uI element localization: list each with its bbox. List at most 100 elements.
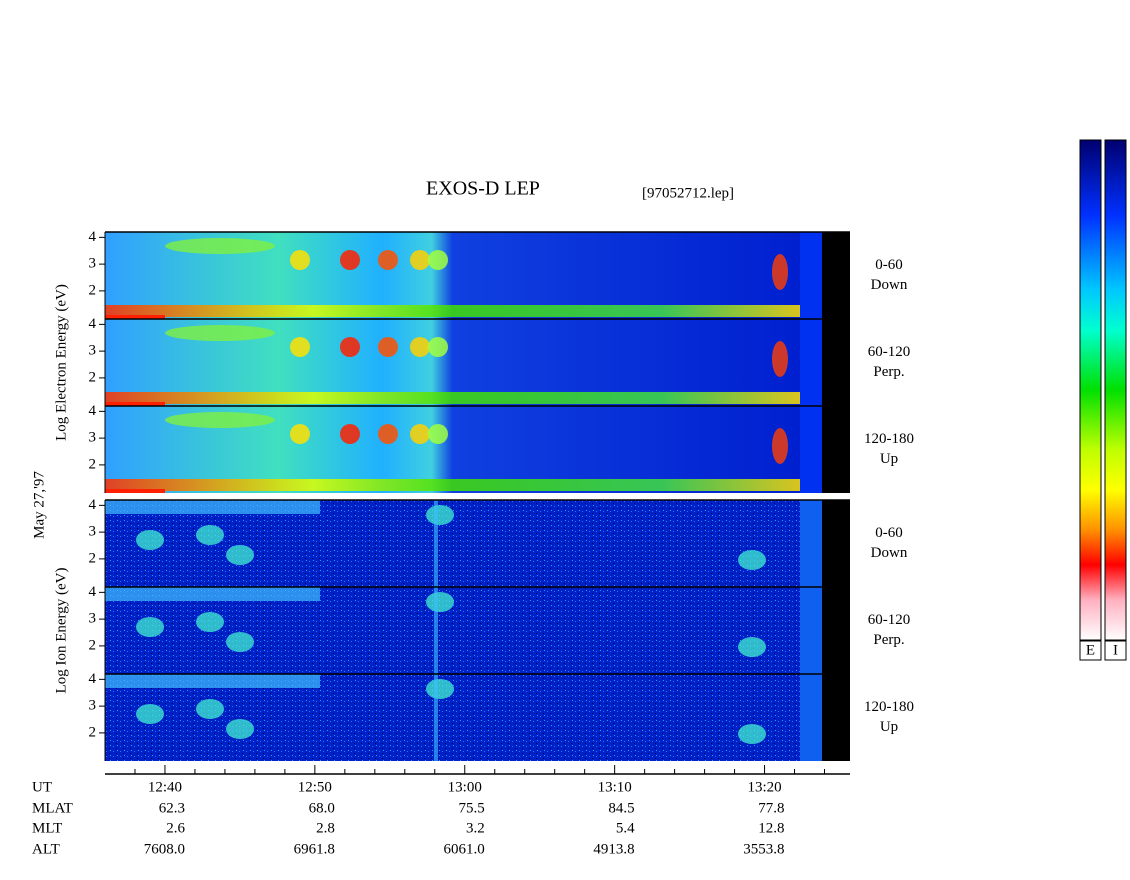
spectrogram: [196, 612, 224, 632]
axes: EXOS-D LEP [97052712.lep] May 27,'97 Log El…: [31, 139, 1127, 857]
spectrogram: [340, 250, 360, 270]
spectrogram: [340, 337, 360, 357]
x-tick-label: 12:50: [298, 779, 332, 795]
colorbar: [1079, 139, 1102, 641]
spectrogram: [800, 406, 822, 493]
spectrogram: [410, 250, 430, 270]
spectrogram: [105, 315, 165, 319]
spectrogram: [822, 674, 850, 761]
spectrogram: [822, 500, 850, 587]
spectrogram: [772, 428, 788, 464]
orbit-value: 7608.0: [144, 841, 185, 857]
spectrogram: [165, 325, 275, 341]
orbit-value: 2.8: [316, 820, 335, 836]
orbit-row-label: ALT: [32, 841, 60, 857]
orbit-value: 75.5: [459, 800, 485, 816]
orbit-row-label: MLT: [32, 820, 62, 836]
panel-sublabel: Up: [880, 719, 898, 735]
spectrogram: [822, 587, 850, 674]
spectrogram: [105, 392, 800, 404]
y-tick-label: 2: [89, 282, 97, 298]
y-tick-label: 3: [89, 698, 97, 714]
spectrogram: [290, 424, 310, 444]
spectrogram: [738, 724, 766, 744]
spectrogram: [410, 337, 430, 357]
orbit-value: 6961.8: [294, 841, 335, 857]
y-tick-label: 4: [89, 497, 97, 513]
panel-sublabel: Down: [871, 545, 908, 561]
spectrogram: [800, 500, 822, 587]
spectrogram: [822, 319, 850, 406]
spectrogram: [822, 406, 850, 493]
spectrogram: [434, 587, 438, 674]
spectrogram: [226, 632, 254, 652]
orbit-row-label: UT: [32, 779, 52, 795]
panel-label: 60-120: [868, 344, 911, 360]
orbit-value: 12.8: [758, 820, 784, 836]
orbit-value: 3.2: [466, 820, 485, 836]
y-tick-label: 2: [89, 456, 97, 472]
y-tick-label: 4: [89, 229, 97, 245]
panel-label: 0-60: [875, 257, 903, 273]
colorbar-label-box: [1104, 640, 1127, 661]
y-tick-label: 3: [89, 524, 97, 540]
spectrogram: [800, 587, 822, 674]
y-tick-label: 4: [89, 316, 97, 332]
spectrogram: [226, 719, 254, 739]
orbit-value: 62.3: [159, 800, 185, 816]
spectrogram: [434, 500, 438, 587]
y-tick-label: 2: [89, 369, 97, 385]
spectrogram: [426, 592, 454, 612]
spectrogram: [434, 674, 438, 761]
spectrogram: [105, 402, 165, 406]
y-tick-label: 3: [89, 430, 97, 446]
spectrogram: [822, 232, 850, 319]
spectrogram: [290, 337, 310, 357]
y-tick-label: 3: [89, 256, 97, 272]
spectrogram: [105, 305, 800, 317]
spectrogram: [226, 545, 254, 565]
y-tick-label: 3: [89, 611, 97, 627]
panel-sublabel: Perp.: [873, 364, 904, 380]
spectrogram: [410, 424, 430, 444]
spectrogram: [800, 674, 822, 761]
orbit-value: 6061.0: [444, 841, 485, 857]
x-tick-label: 13:20: [747, 779, 781, 795]
colorbar-label-box: [1079, 640, 1102, 661]
colorbar: [1104, 139, 1127, 641]
orbit-value: 68.0: [309, 800, 335, 816]
spectrogram: [136, 530, 164, 550]
spectrogram: [105, 674, 320, 688]
spectrogram: [196, 699, 224, 719]
spectrogram: [136, 617, 164, 637]
panels: [105, 232, 850, 761]
panel-label: 120-180: [864, 699, 914, 715]
spectrogram: [738, 550, 766, 570]
orbit-value: 3553.8: [743, 841, 784, 857]
orbit-value: 84.5: [608, 800, 634, 816]
orbit-value: 4913.8: [593, 841, 634, 857]
colorbar-label: E: [1086, 642, 1095, 658]
spectrogram: [196, 525, 224, 545]
y-tick-label: 4: [89, 671, 97, 687]
spectrogram: [105, 489, 165, 493]
spectrogram: [426, 679, 454, 699]
spectrogram: [136, 704, 164, 724]
y-axis-label: Log Ion Energy (eV): [53, 568, 69, 694]
spectrogram: [772, 254, 788, 290]
orbit-value: 2.6: [166, 820, 185, 836]
y-axis-label: Log Electron Energy (eV): [53, 284, 69, 441]
panel-sublabel: Down: [871, 277, 908, 293]
date-label: May 27,'97: [31, 471, 47, 539]
orbit-value: 5.4: [616, 820, 635, 836]
spectrogram: [800, 319, 822, 406]
spectrogram: [378, 424, 398, 444]
spectrogram: [428, 424, 448, 444]
y-tick-label: 2: [89, 550, 97, 566]
x-tick-label: 12:40: [148, 779, 182, 795]
x-tick-label: 13:00: [448, 779, 482, 795]
spectrogram: [340, 424, 360, 444]
spectrogram: [738, 637, 766, 657]
spectrogram: [378, 250, 398, 270]
